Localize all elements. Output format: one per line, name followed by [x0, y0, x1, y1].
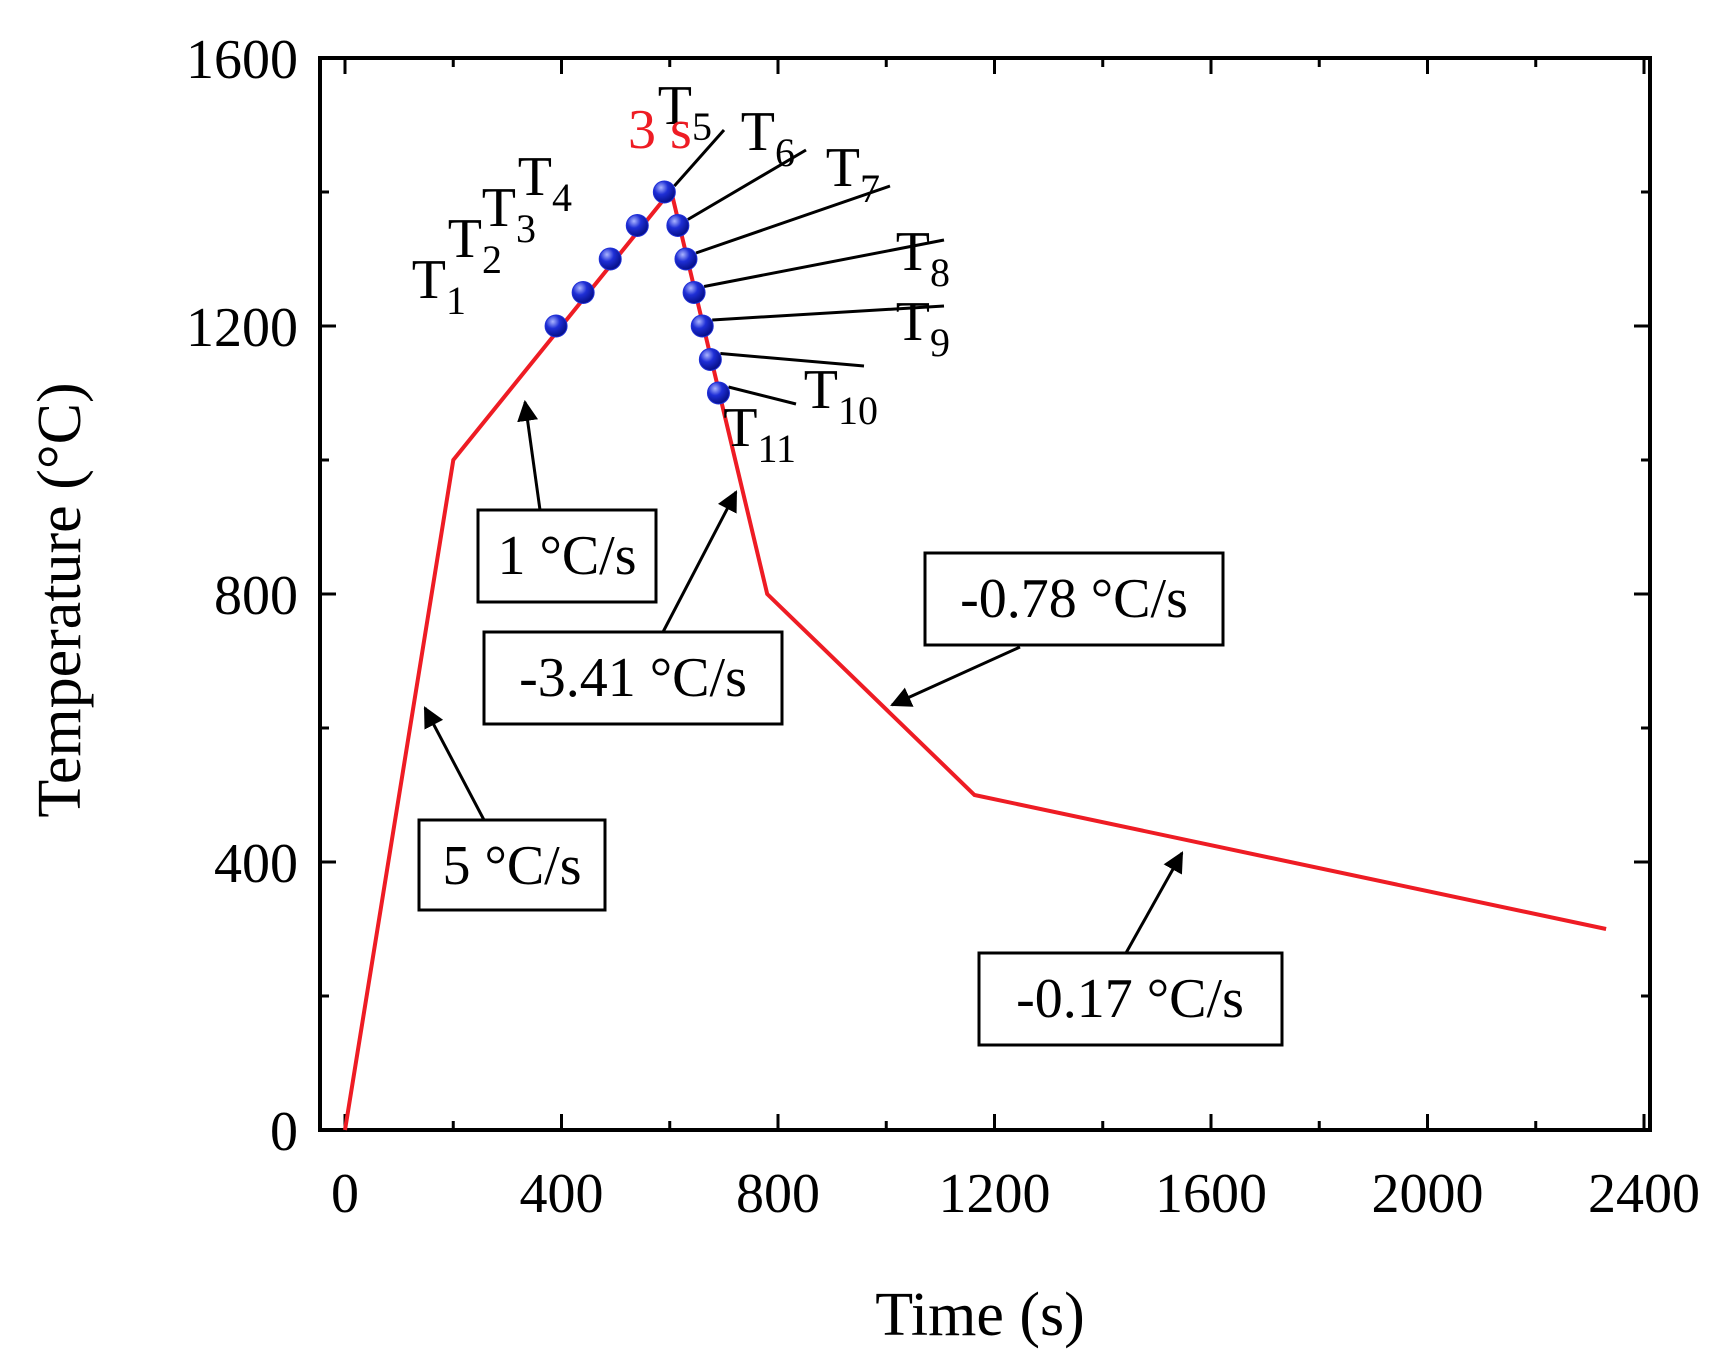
point-label: T7: [826, 137, 880, 211]
point-leader-line: [712, 304, 945, 322]
rate-label-box: [977, 951, 1284, 1047]
point-label: T5: [658, 75, 712, 149]
point-leader-line: [728, 385, 797, 406]
x-tick-label: 1200: [939, 1163, 1051, 1225]
x-tick-label: 2400: [1588, 1163, 1700, 1225]
point-marker: [625, 214, 649, 237]
rate-label-box: [476, 508, 658, 604]
annotations: [673, 129, 945, 406]
x-tick-label: 1600: [1155, 1163, 1267, 1225]
point-label: T1: [412, 249, 466, 323]
point-leader-line: [695, 184, 891, 255]
y-tick-label: 0: [270, 1101, 298, 1163]
rate-labels: 5 °C/s 1 °C/s -3.41 °C/s -0.78 °C/s -0.17 °C…: [417, 399, 1284, 1047]
point-label: T8: [896, 221, 950, 295]
point-leader-line: [720, 352, 865, 368]
point-marker: [690, 314, 714, 338]
point-marker: [652, 180, 676, 204]
rate-label: -0.17 °C/s: [1016, 968, 1244, 1030]
x-tick-label: 2000: [1372, 1163, 1484, 1225]
point-marker: [571, 281, 595, 304]
point-marker: [706, 381, 730, 405]
point-label: T4: [518, 146, 572, 220]
x-axis-title: Time (s): [875, 1281, 1085, 1349]
point-marker: [544, 314, 568, 338]
point-marker: [674, 247, 698, 271]
point-label: T6: [741, 101, 795, 175]
point-marker: [682, 281, 706, 304]
hold-time-label: 3 s: [628, 99, 692, 161]
rate-label: 1 °C/s: [497, 525, 636, 587]
point-marker: [666, 214, 690, 237]
rate-label: -3.41 °C/s: [519, 647, 747, 709]
plot-frame: [318, 56, 1652, 1132]
rate-label: 5 °C/s: [442, 835, 581, 897]
point-label: T10: [804, 359, 878, 433]
y-axis-title: Temperature (°C): [26, 382, 94, 817]
rate-arrow: [517, 399, 542, 511]
y-tick-labels: 0 400 800 1200 1600: [186, 29, 298, 1163]
rate-arrow: [661, 490, 738, 633]
point-marker: [698, 348, 722, 371]
point-label: T9: [896, 291, 950, 365]
point-leader-line: [703, 238, 945, 288]
point-marker: [598, 247, 622, 271]
rate-label-box: [417, 818, 607, 912]
point-label: T11: [723, 397, 796, 471]
rate-label-box: [923, 551, 1225, 647]
y-tick-label: 1200: [186, 297, 298, 359]
point-leader-line: [673, 129, 726, 187]
point-label: T2: [448, 208, 502, 282]
y-tick-label: 800: [214, 565, 298, 627]
rate-arrow: [423, 706, 486, 821]
y-tick-label: 400: [214, 833, 298, 895]
point-leader-line: [687, 148, 807, 221]
y-tick-label: 1600: [186, 29, 298, 91]
rate-arrow: [890, 645, 1021, 707]
point-label: T3: [482, 177, 536, 251]
rate-arrow: [1124, 851, 1184, 954]
x-tick-labels: 0 400 800 1200 1600 2000 2400: [331, 1163, 1700, 1225]
rate-label: -0.78 °C/s: [960, 568, 1188, 630]
x-tick-label: 400: [520, 1163, 604, 1225]
rate-label-box: [482, 630, 784, 726]
x-tick-label: 800: [736, 1163, 820, 1225]
x-tick-label: 0: [331, 1163, 359, 1225]
